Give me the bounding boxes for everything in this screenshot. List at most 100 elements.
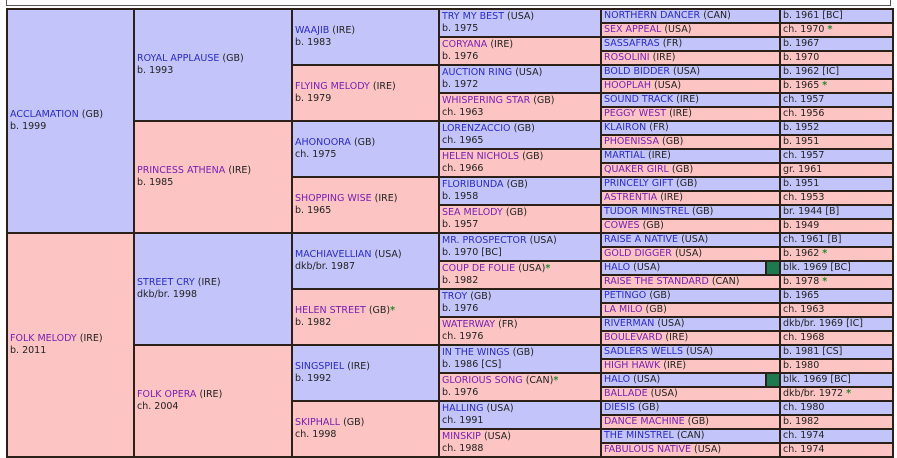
horse-name-link[interactable]: HALLING — [442, 403, 484, 414]
horse-name-link[interactable]: SEX APPEAL — [604, 24, 662, 35]
horse-name-link[interactable]: TROY — [442, 291, 468, 302]
gen5-horse-info: b. 1980 — [779, 358, 895, 374]
gen3-horse-cell: HELEN STREET (GB)* b. 1982 — [291, 288, 440, 346]
horse-name-link[interactable]: WAAJIB — [295, 25, 330, 36]
horse-name-link[interactable]: PHOENISSA — [604, 136, 659, 147]
horse-country: (CAN) — [711, 276, 740, 287]
horse-name-link[interactable]: MACHIAVELLIAN — [295, 249, 372, 260]
horse-name-link[interactable]: THE MINSTREL — [604, 430, 674, 441]
gen5-horse-cell: NORTHERN DANCER (CAN) — [599, 8, 782, 24]
horse-name-link[interactable]: WATERWAY — [442, 319, 496, 330]
horse-name-link[interactable]: GLORIOUS SONG — [442, 375, 523, 386]
horse-name-link[interactable]: STREET CRY — [137, 277, 195, 288]
horse-name-link[interactable]: COWES — [604, 220, 640, 231]
horse-name-link[interactable]: MR. PROSPECTOR — [442, 235, 527, 246]
gen4-horse-cell: WHISPERING STAR (GB) ch. 1963 — [438, 92, 602, 122]
horse-info: b. 1962 — [783, 248, 820, 259]
pedigree-row: DANCE MACHINE (GB) b. 1982 — [7, 414, 895, 430]
horse-name-link[interactable]: BALLADE — [604, 388, 648, 399]
gen3-horse-cell: SHOPPING WISE (IRE) b. 1965 — [291, 176, 440, 234]
horse-name-link[interactable]: RAISE A NATIVE — [604, 234, 679, 245]
horse-name-link[interactable]: SADLERS WELLS — [604, 346, 683, 357]
horse-country: (USA) — [486, 403, 514, 414]
horse-name-link[interactable]: SINGSPIEL — [295, 361, 345, 372]
horse-name-link[interactable]: FLYING MELODY — [295, 81, 370, 92]
horse-info: b. 1965 — [295, 205, 332, 216]
gen5-horse-cell: DANCE MACHINE (GB) — [599, 414, 782, 430]
horse-name-link[interactable]: HALO — [604, 262, 631, 273]
gen4-horse-cell: AUCTION RING (USA) b. 1972 — [438, 64, 602, 94]
horse-name-link[interactable]: IN THE WINGS — [442, 347, 510, 358]
horse-name-link[interactable]: GOLD DIGGER — [604, 248, 672, 259]
horse-name-link[interactable]: FLORIBUNDA — [442, 179, 504, 190]
horse-name-link[interactable]: PETINGO — [604, 290, 647, 301]
horse-name-link[interactable]: NORTHERN DANCER — [604, 10, 701, 21]
horse-country: (IRE) — [197, 277, 221, 288]
gen2-horse-cell: STREET CRY (IRE) dkb/br. 1998 — [133, 232, 293, 346]
gen5-horse-cell: RAISE A NATIVE (USA) — [599, 232, 782, 248]
horse-name-link[interactable]: LORENZACCIO — [442, 123, 511, 134]
horse-name-link[interactable]: BOULEVARD — [604, 332, 663, 343]
gen4-horse-cell: IN THE WINGS (GB) b. 1986 [CS] — [438, 344, 602, 374]
horse-name-link[interactable]: HALO — [604, 374, 631, 385]
horse-name-link[interactable]: AHONOORA — [295, 137, 351, 148]
gen1-horse-cell: ACCLAMATION (GB) b. 1999 — [6, 8, 135, 234]
gen5-horse-info: dkb/br. 1972 * — [779, 386, 895, 402]
horse-name-link[interactable]: ASTRENTIA — [604, 192, 658, 203]
horse-info: b. 1967 — [783, 38, 820, 49]
horse-name-link[interactable]: ROYAL APPLAUSE — [137, 53, 220, 64]
horse-country: (IRE) — [228, 165, 252, 176]
pedigree-row: FLYING MELODY (IRE) b. 1979 AUCTION RING (… — [7, 64, 895, 122]
horse-name-link[interactable]: SOUND TRACK — [604, 94, 674, 105]
horse-name-link[interactable]: KLAIRON — [604, 122, 647, 133]
horse-name-link[interactable]: DANCE MACHINE — [604, 416, 685, 427]
gen4-horse-cell: WATERWAY (FR) ch. 1976 — [438, 316, 602, 346]
horse-info: b. 2011 — [10, 345, 47, 356]
star-icon: * — [827, 24, 833, 35]
horse-country: (CAN) — [676, 430, 705, 441]
horse-name-link[interactable]: FABULOUS NATIVE — [604, 444, 691, 455]
gen5-horse-info: b. 1951 — [779, 176, 895, 192]
horse-name-link[interactable]: TUDOR MINSTREL — [604, 206, 690, 217]
gen5-horse-cell: SADLERS WELLS (USA) — [599, 344, 782, 360]
horse-name-link[interactable]: WHISPERING STAR — [442, 95, 531, 106]
horse-name-link[interactable]: HOOPLAH — [604, 80, 651, 91]
gen5-horse-cell: HIGH HAWK (IRE) — [599, 358, 782, 374]
horse-name-link[interactable]: AUCTION RING — [442, 67, 513, 78]
horse-info: b. 1992 — [295, 373, 332, 384]
gen5-horse-cell: RIVERMAN (USA) — [599, 316, 782, 332]
horse-name-link[interactable]: ACCLAMATION — [10, 109, 79, 120]
horse-name-link[interactable]: COUP DE FOLIE — [442, 263, 516, 274]
horse-name-link[interactable]: FOLK OPERA — [137, 389, 197, 400]
gen4-horse-cell: TRY MY BEST (USA) b. 1975 — [438, 8, 602, 38]
horse-name-link[interactable]: PEGGY WEST — [604, 108, 667, 119]
horse-name-link[interactable]: SKIPHALL — [295, 417, 341, 428]
horse-info: b. 1965 — [783, 80, 820, 91]
horse-info: b. 1976 — [442, 387, 479, 398]
horse-name-link[interactable]: HELEN NICHOLS — [442, 151, 520, 162]
pedigree-row: ASTRENTIA (IRE) ch. 1953 — [7, 190, 895, 206]
horse-name-link[interactable]: RAISE THE STANDARD — [604, 276, 709, 287]
horse-name-link[interactable]: PRINCELY GIFT — [604, 178, 673, 189]
horse-name-link[interactable]: BOLD BIDDER — [604, 66, 671, 77]
horse-name-link[interactable]: PRINCESS ATHENA — [137, 165, 226, 176]
horse-name-link[interactable]: QUAKER GIRL — [604, 164, 669, 175]
horse-name-link[interactable]: SEA MELODY — [442, 207, 503, 218]
horse-name-link[interactable]: CORYANA — [442, 39, 488, 50]
horse-name-link[interactable]: MINSKIP — [442, 431, 481, 442]
horse-info: ch. 1953 — [783, 192, 825, 203]
horse-name-link[interactable]: SASSAFRAS — [604, 38, 660, 49]
horse-name-link[interactable]: ROSOLINI — [604, 52, 650, 63]
horse-country: (USA) — [654, 80, 682, 91]
horse-name-link[interactable]: FOLK MELODY — [10, 333, 77, 344]
horse-name-link[interactable]: TRY MY BEST — [442, 11, 504, 22]
horse-name-link[interactable]: MARTIAL — [604, 150, 646, 161]
horse-name-link[interactable]: DIESIS — [604, 402, 635, 413]
gen5-horse-cell: KLAIRON (FR) — [599, 120, 782, 136]
horse-name-link[interactable]: SHOPPING WISE — [295, 193, 372, 204]
horse-name-link[interactable]: HELEN STREET — [295, 305, 366, 316]
horse-name-link[interactable]: RIVERMAN — [604, 318, 655, 329]
horse-name-link[interactable]: LA MILO — [604, 304, 643, 315]
gen5-horse-info: b. 1978 * — [779, 274, 895, 290]
horse-name-link[interactable]: HIGH HAWK — [604, 360, 661, 371]
